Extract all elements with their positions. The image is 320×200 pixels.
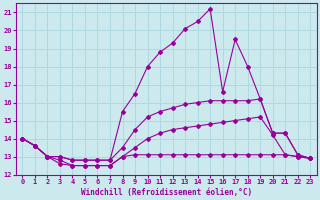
X-axis label: Windchill (Refroidissement éolien,°C): Windchill (Refroidissement éolien,°C): [81, 188, 252, 197]
